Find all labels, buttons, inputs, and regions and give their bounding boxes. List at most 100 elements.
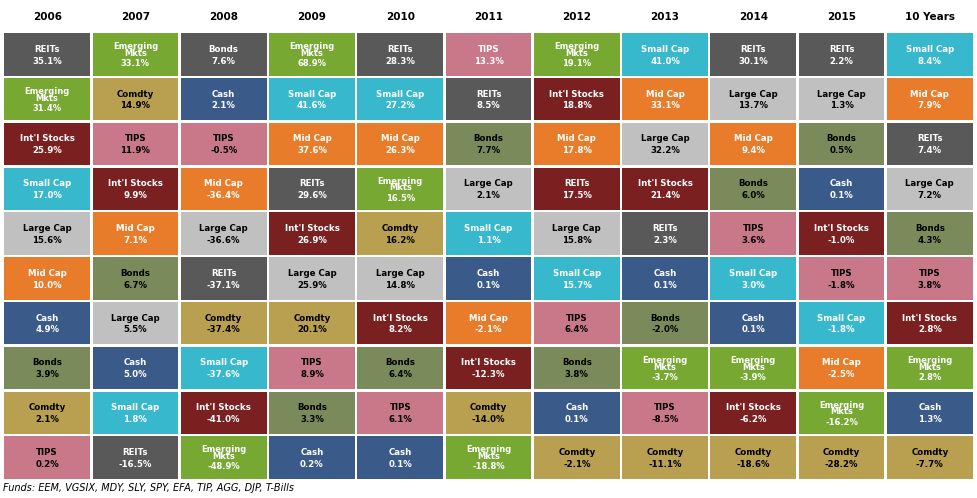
FancyBboxPatch shape — [93, 436, 178, 479]
FancyBboxPatch shape — [887, 302, 973, 344]
FancyBboxPatch shape — [269, 302, 355, 344]
FancyBboxPatch shape — [887, 168, 973, 210]
Text: 2013: 2013 — [651, 12, 680, 22]
Text: 1.3%: 1.3% — [829, 102, 854, 111]
FancyBboxPatch shape — [181, 78, 267, 121]
FancyBboxPatch shape — [358, 78, 444, 121]
FancyBboxPatch shape — [710, 213, 796, 255]
FancyBboxPatch shape — [446, 123, 531, 165]
Text: Int'l Stocks: Int'l Stocks — [284, 224, 339, 233]
Text: 2.8%: 2.8% — [918, 373, 942, 382]
Text: Cash: Cash — [477, 269, 500, 278]
Text: 30.1%: 30.1% — [739, 57, 768, 66]
Text: 5.0%: 5.0% — [124, 371, 148, 379]
Text: Comdty: Comdty — [205, 314, 242, 323]
Text: -1.8%: -1.8% — [828, 281, 855, 290]
Text: 2.8%: 2.8% — [918, 326, 942, 335]
Text: REITs: REITs — [299, 179, 324, 188]
Text: Mid Cap: Mid Cap — [204, 179, 243, 188]
Text: TIPS: TIPS — [743, 224, 764, 233]
FancyBboxPatch shape — [181, 123, 267, 165]
FancyBboxPatch shape — [710, 33, 796, 76]
Text: 28.3%: 28.3% — [385, 57, 415, 66]
FancyBboxPatch shape — [622, 78, 708, 121]
FancyBboxPatch shape — [4, 168, 90, 210]
Text: Mkts: Mkts — [830, 407, 853, 416]
FancyBboxPatch shape — [93, 213, 178, 255]
Text: 2009: 2009 — [298, 12, 326, 22]
Text: Small Cap: Small Cap — [641, 45, 689, 54]
Text: Small Cap: Small Cap — [818, 314, 866, 323]
FancyBboxPatch shape — [622, 302, 708, 344]
Text: Comdty: Comdty — [647, 448, 684, 457]
Text: 8.4%: 8.4% — [917, 57, 942, 66]
FancyBboxPatch shape — [887, 123, 973, 165]
Text: -16.2%: -16.2% — [826, 418, 858, 427]
Text: Mid Cap: Mid Cap — [27, 269, 66, 278]
Text: Bonds: Bonds — [385, 359, 415, 368]
FancyBboxPatch shape — [887, 257, 973, 300]
Text: 41.6%: 41.6% — [297, 102, 327, 111]
Text: 1.1%: 1.1% — [477, 236, 500, 245]
Text: -36.6%: -36.6% — [207, 236, 240, 245]
FancyBboxPatch shape — [799, 33, 884, 76]
Text: 0.2%: 0.2% — [35, 460, 59, 469]
FancyBboxPatch shape — [533, 391, 619, 434]
FancyBboxPatch shape — [622, 123, 708, 165]
Text: 6.7%: 6.7% — [123, 281, 148, 290]
FancyBboxPatch shape — [358, 347, 444, 389]
Text: -12.3%: -12.3% — [472, 371, 505, 379]
Text: Mkts: Mkts — [742, 363, 765, 372]
Text: -16.5%: -16.5% — [119, 460, 152, 469]
FancyBboxPatch shape — [269, 123, 355, 165]
Text: REITs: REITs — [653, 224, 678, 233]
Text: 15.7%: 15.7% — [562, 281, 592, 290]
Text: -11.1%: -11.1% — [649, 460, 682, 469]
Text: Int'l Stocks: Int'l Stocks — [461, 359, 516, 368]
Text: 3.0%: 3.0% — [742, 281, 765, 290]
FancyBboxPatch shape — [710, 123, 796, 165]
Text: 2012: 2012 — [563, 12, 591, 22]
Text: 7.6%: 7.6% — [212, 57, 235, 66]
Text: Emerging: Emerging — [201, 446, 246, 455]
FancyBboxPatch shape — [533, 257, 619, 300]
Text: 6.4%: 6.4% — [388, 371, 412, 379]
Text: 3.9%: 3.9% — [35, 371, 59, 379]
Text: 1.8%: 1.8% — [123, 415, 148, 424]
Text: 0.1%: 0.1% — [388, 460, 412, 469]
Text: Cash: Cash — [300, 448, 323, 457]
Text: -37.6%: -37.6% — [207, 371, 240, 379]
FancyBboxPatch shape — [93, 257, 178, 300]
Text: 41.0%: 41.0% — [650, 57, 680, 66]
FancyBboxPatch shape — [446, 391, 531, 434]
Text: 17.0%: 17.0% — [32, 191, 63, 200]
Text: Comdty: Comdty — [558, 448, 595, 457]
Text: 37.6%: 37.6% — [297, 146, 327, 155]
FancyBboxPatch shape — [887, 391, 973, 434]
Text: Cash: Cash — [35, 314, 59, 323]
Text: Emerging: Emerging — [112, 42, 158, 51]
Text: -48.9%: -48.9% — [207, 463, 240, 472]
Text: Bonds: Bonds — [650, 314, 680, 323]
Text: Large Cap: Large Cap — [641, 134, 690, 143]
Text: 17.5%: 17.5% — [562, 191, 592, 200]
Text: 1.3%: 1.3% — [918, 415, 942, 424]
Text: REITs: REITs — [476, 90, 501, 99]
Text: Emerging: Emerging — [289, 42, 334, 51]
FancyBboxPatch shape — [446, 213, 531, 255]
FancyBboxPatch shape — [181, 33, 267, 76]
FancyBboxPatch shape — [4, 391, 90, 434]
Text: 33.1%: 33.1% — [650, 102, 680, 111]
FancyBboxPatch shape — [4, 123, 90, 165]
Text: Mid Cap: Mid Cap — [557, 134, 596, 143]
Text: 2.3%: 2.3% — [653, 236, 677, 245]
FancyBboxPatch shape — [799, 302, 884, 344]
Text: Emerging: Emerging — [554, 42, 600, 51]
FancyBboxPatch shape — [358, 123, 444, 165]
Text: REITs: REITs — [917, 134, 943, 143]
Text: Small Cap: Small Cap — [23, 179, 71, 188]
FancyBboxPatch shape — [269, 436, 355, 479]
Text: Cash: Cash — [654, 269, 677, 278]
Text: Small Cap: Small Cap — [376, 90, 424, 99]
Text: Large Cap: Large Cap — [376, 269, 425, 278]
